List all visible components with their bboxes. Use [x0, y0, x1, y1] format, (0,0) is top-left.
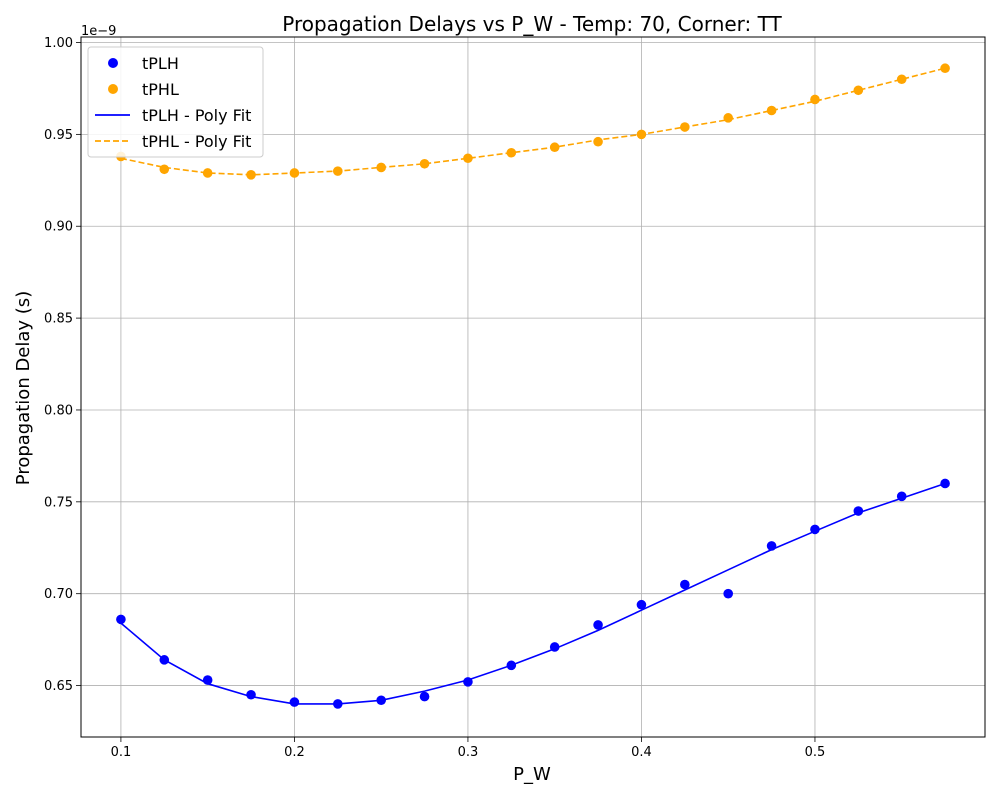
y-axis-offset-label: 1e−9 [81, 24, 116, 39]
data-point-tplh [202, 675, 213, 685]
x-tick-label: 0.1 [111, 745, 132, 760]
data-point-tphl [766, 105, 777, 116]
data-point-tplh [636, 599, 647, 610]
data-point-tplh [940, 478, 950, 489]
y-tick-label: 1.00 [44, 36, 73, 51]
plot-frame [80, 36, 986, 738]
data-point-tphl [332, 166, 343, 176]
x-tick-label: 0.3 [458, 745, 479, 760]
data-point-tphl [506, 147, 517, 158]
y-tick-label: 0.75 [44, 495, 73, 510]
data-point-tphl [896, 74, 907, 85]
data-point-tphl [159, 164, 170, 175]
data-point-tplh [332, 699, 343, 709]
data-point-tplh [766, 541, 777, 551]
series-layer [116, 63, 950, 709]
legend-label-tphl-poly-fit: tPHL - Poly Fit [142, 132, 251, 151]
x-axis-label: P_W [513, 764, 551, 785]
data-point-tplh [463, 677, 473, 687]
data-point-tplh [116, 614, 126, 625]
legend-label-tplh: tPLH [142, 54, 179, 73]
data-point-tplh [246, 689, 256, 700]
data-point-tphl [810, 94, 820, 105]
data-point-tphl [289, 168, 300, 178]
chart-title: Propagation Delays vs P_W - Temp: 70, Co… [282, 12, 782, 36]
legend-box [87, 46, 264, 158]
y-axis-label: Propagation Delay (s) [13, 291, 34, 485]
data-point-tplh [159, 655, 170, 665]
data-point-tphl [940, 63, 950, 74]
data-point-tplh [896, 491, 907, 502]
data-point-tplh [419, 691, 430, 702]
series-line-tphl-poly-fit [120, 67, 946, 176]
data-point-tplh [549, 642, 560, 652]
x-tick-label: 0.5 [805, 745, 826, 760]
legend-marker-tplh [108, 58, 118, 68]
x-tick-label: 0.4 [631, 745, 652, 760]
y-tick-label: 0.95 [44, 128, 73, 143]
data-point-tplh [506, 660, 517, 671]
data-point-tplh [723, 588, 734, 599]
series-line-tplh-poly-fit [120, 482, 946, 705]
data-point-tphl [419, 158, 430, 169]
axes-layer: 0.1 0.2 0.3 0.4 0.5 0.65 0.70 0.75 0.80 0.85 0.90 0… [44, 36, 986, 760]
y-tick-label: 0.80 [44, 403, 73, 418]
data-point-tplh [810, 524, 820, 535]
y-tick-label: 0.90 [44, 220, 73, 235]
legend: tPLH tPHL tPLH - Poly Fit tPHL - Poly Fit [87, 46, 264, 158]
data-point-tplh [593, 620, 603, 630]
data-point-tphl [202, 168, 213, 178]
data-point-tphl [376, 162, 386, 173]
data-point-tphl [549, 142, 560, 153]
data-point-tplh [289, 697, 300, 707]
data-point-tphl [246, 169, 256, 180]
data-point-tphl [463, 153, 473, 164]
data-point-tphl [723, 113, 734, 123]
data-point-tphl [680, 122, 690, 132]
legend-label-tplh-poly-fit: tPLH - Poly Fit [142, 106, 251, 125]
legend-marker-tphl [108, 84, 118, 94]
x-tick-label: 0.2 [284, 745, 305, 760]
data-point-tplh [376, 695, 386, 706]
y-tick-label: 0.85 [44, 312, 73, 327]
legend-label-tphl: tPHL [142, 80, 179, 99]
y-tick-label: 0.65 [44, 679, 73, 694]
data-point-tphl [593, 136, 603, 147]
data-point-tplh [680, 579, 690, 590]
data-point-tphl [853, 85, 864, 96]
data-point-tplh [853, 506, 864, 516]
y-tick-label: 0.70 [44, 587, 73, 602]
data-point-tphl [636, 129, 647, 140]
